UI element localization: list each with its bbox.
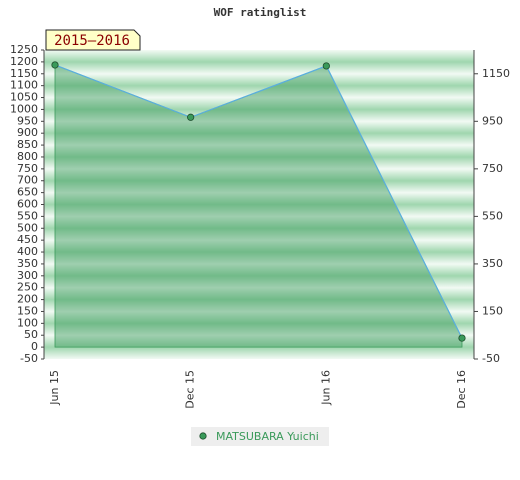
y-tick-label: 1150 [10, 67, 38, 80]
y-tick-label: 650 [17, 186, 38, 199]
y-tick-label: 100 [17, 316, 38, 329]
y2-tick-label: -50 [482, 352, 500, 365]
y-tick-label: 450 [17, 233, 38, 246]
y-tick-label: 1050 [10, 91, 38, 104]
legend [191, 427, 329, 446]
x-tick-label: Dec 15 [184, 370, 197, 409]
annotation: 2015–2016 [54, 33, 130, 49]
y-tick-label: -50 [20, 352, 38, 365]
y2-tick-label: 150 [482, 304, 503, 317]
y-tick-label: 200 [17, 293, 38, 306]
y-tick-label: 300 [17, 269, 38, 282]
y-tick-label: 600 [17, 198, 38, 211]
y-tick-label: 700 [17, 174, 38, 187]
chart-title: WOF ratinglist [214, 6, 307, 19]
y-tick-label: 850 [17, 138, 38, 151]
y-tick-label: 800 [17, 150, 38, 163]
y-tick-label: 0 [31, 340, 38, 353]
y2-tick-label: 950 [482, 114, 503, 127]
x-tick-label: Jun 15 [48, 370, 61, 406]
x-tick-label: Jun 16 [319, 370, 332, 406]
y2-tick-label: 750 [482, 162, 503, 175]
y-tick-label: 750 [17, 162, 38, 175]
y-tick-label: 1100 [10, 79, 38, 92]
y-tick-label: 250 [17, 281, 38, 294]
y-tick-label: 900 [17, 126, 38, 139]
y-tick-label: 550 [17, 209, 38, 222]
x-tick-label: Dec 16 [455, 370, 468, 409]
point [322, 62, 330, 70]
y2-tick-label: 350 [482, 257, 503, 270]
plot-background [44, 50, 474, 359]
y-tick-label: 1000 [10, 102, 38, 115]
point [187, 113, 195, 121]
y2-tick-label: 550 [482, 209, 503, 222]
y-tick-label: 50 [24, 328, 38, 341]
legend-label: MATSUBARA Yuichi [216, 430, 319, 443]
annotation-box [45, 29, 141, 51]
y-tick-label: 500 [17, 221, 38, 234]
point [51, 61, 59, 69]
y-tick-label: 400 [17, 245, 38, 258]
y-tick-label: 1250 [10, 43, 38, 56]
y-tick-label: 950 [17, 114, 38, 127]
y-tick-label: 350 [17, 257, 38, 270]
y2-tick-label: 1150 [482, 67, 510, 80]
point [458, 334, 466, 342]
line [54, 64, 463, 339]
y-tick-label: 1200 [10, 55, 38, 68]
legend-marker [199, 432, 207, 440]
y-tick-label: 150 [17, 304, 38, 317]
